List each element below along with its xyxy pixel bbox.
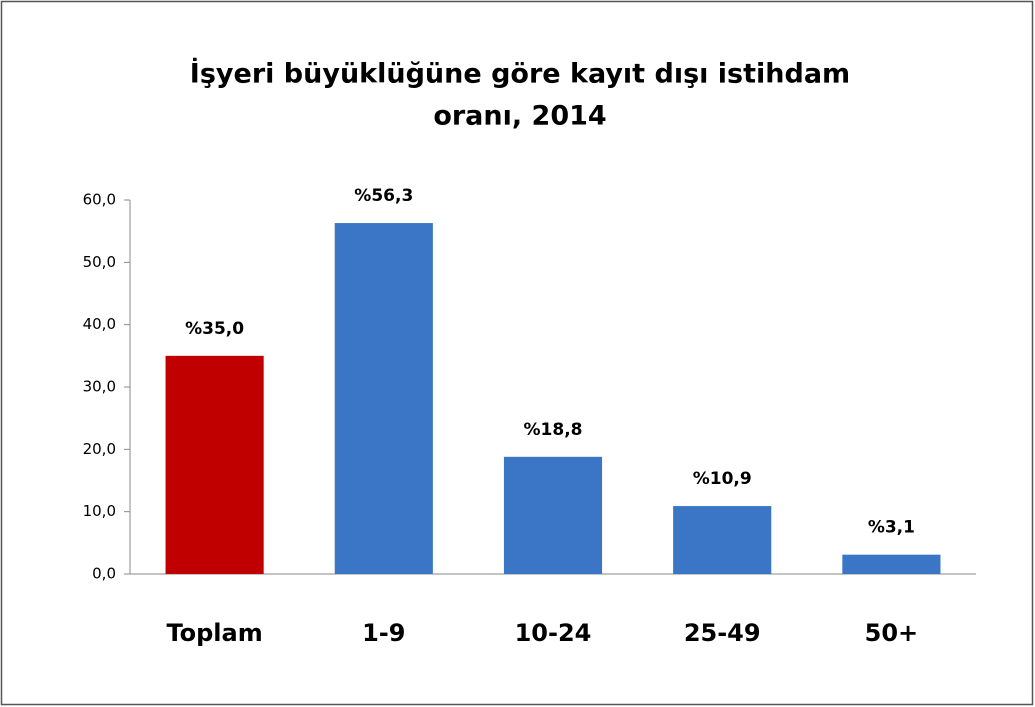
bar	[842, 554, 941, 574]
y-tick-label: 20,0	[83, 440, 116, 458]
bar	[673, 506, 772, 574]
x-tick-label: 1-9	[362, 619, 405, 647]
value-label: %10,9	[693, 469, 752, 489]
value-label: %35,0	[185, 319, 244, 339]
value-label: %18,8	[524, 420, 583, 440]
chart-title: İşyeri büyüklüğüne göre kayıt dışı istih…	[190, 58, 850, 90]
chart-title: oranı, 2014	[433, 101, 606, 132]
value-label: %56,3	[354, 186, 413, 206]
bar	[165, 355, 264, 574]
y-tick-label: 10,0	[83, 502, 116, 520]
y-tick-label: 0,0	[92, 565, 116, 583]
value-label: %3,1	[868, 518, 915, 538]
bar	[334, 223, 433, 574]
x-tick-label: 50+	[865, 619, 919, 647]
x-tick-label: Toplam	[166, 619, 262, 647]
x-tick-label: 10-24	[515, 619, 592, 647]
y-tick-label: 60,0	[83, 191, 116, 209]
y-tick-label: 40,0	[83, 315, 116, 333]
bar	[503, 456, 603, 574]
y-tick-label: 30,0	[83, 378, 116, 396]
x-tick-label: 25-49	[684, 619, 761, 647]
y-tick-label: 50,0	[83, 253, 116, 271]
